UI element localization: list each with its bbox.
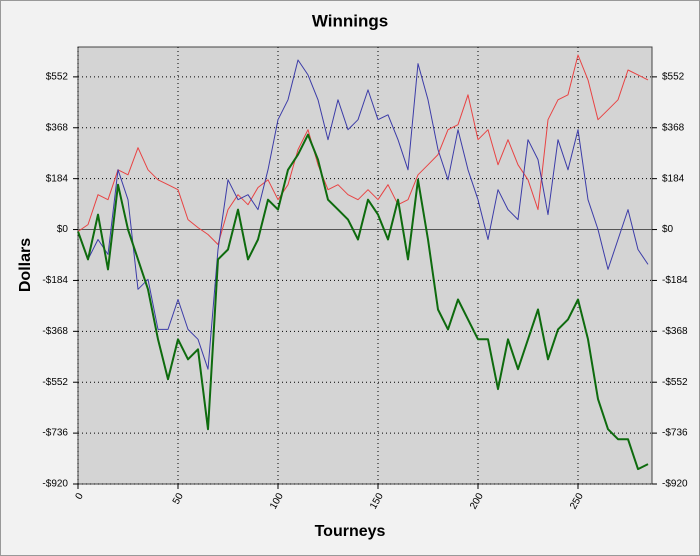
y-tick-label: -$552 [42,377,68,388]
y2-tick-label: $368 [662,122,685,133]
x-tick-label: 0 [74,491,87,502]
y-tick-label: -$920 [42,479,68,490]
y-axis-label: Dollars [17,238,34,292]
y-tick-label: $0 [57,224,69,235]
y2-tick-label: $0 [662,224,674,235]
y2-tick-label: -$736 [662,428,688,439]
y-tick-label: $184 [46,173,69,184]
x-axis-label: Tourneys [315,523,386,540]
series-line [77,59,649,370]
y-tick-label: -$736 [42,428,68,439]
series-line [77,133,649,471]
x-tick-label: 50 [171,491,186,507]
y-tick-label: $552 [46,72,69,83]
y2-tick-label: -$368 [662,326,688,337]
series-line [77,54,649,245]
chart-title: Winnings [312,11,388,30]
y2-tick-label: $552 [662,72,685,83]
y2-tick-label: $184 [662,173,685,184]
plot-area [77,46,653,485]
y2-tick-label: -$920 [662,479,688,490]
y-tick-label: -$368 [42,326,68,337]
y2-tick-label: -$184 [662,275,688,286]
y2-tick-label: -$552 [662,377,688,388]
y-tick-label: -$184 [42,275,68,286]
y-tick-label: $368 [46,122,69,133]
